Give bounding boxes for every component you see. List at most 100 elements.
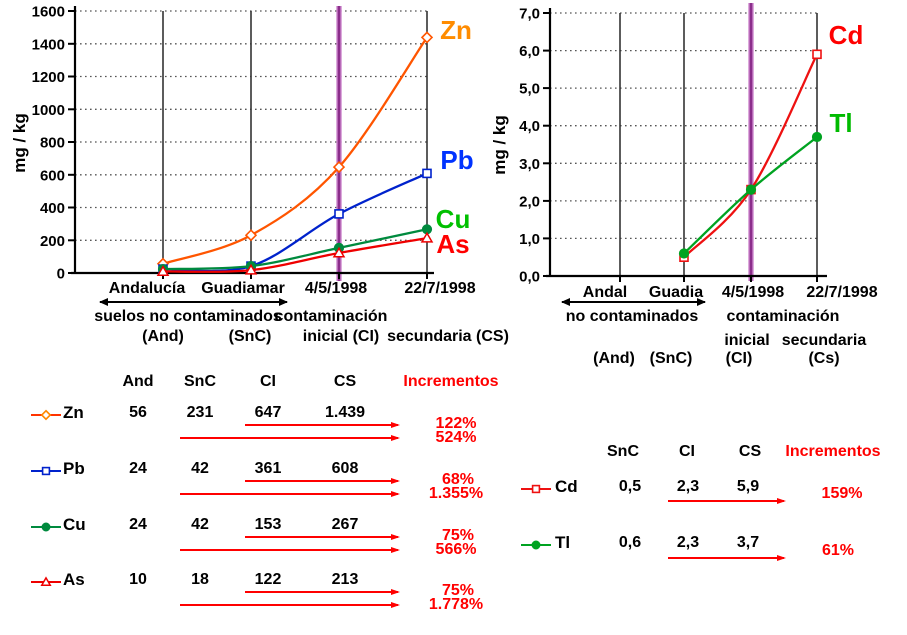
cu-and-value: 24 xyxy=(129,516,147,533)
y-tick-label: 1600 xyxy=(32,4,65,21)
zn-increment1-arrow xyxy=(245,421,400,428)
right-x-label-date2: 22/7/1998 xyxy=(806,284,878,301)
data-point-marker xyxy=(812,49,822,60)
cu-snc-value: 42 xyxy=(191,516,209,533)
y-tick-label: 7,0 xyxy=(519,6,540,23)
right-sub-snc: (SnC) xyxy=(649,350,693,367)
series-label-as: As xyxy=(436,229,470,259)
cu-increment1-arrow xyxy=(245,533,400,540)
as-snc-value: 18 xyxy=(191,571,209,588)
left-table-header-cs: CS xyxy=(333,373,357,390)
left-x-label-andalucia: Andalucía xyxy=(108,280,186,297)
data-point-marker xyxy=(40,409,52,421)
pb-cs-value: 608 xyxy=(331,460,359,477)
charts-canvas: 1600 1400 1200 1000 800 600 400 200 0 7,0 6,0 5,0 4,… xyxy=(32,3,827,286)
data-point-marker xyxy=(420,231,434,243)
series-label-zn: Zn xyxy=(440,15,472,45)
as-ci-value: 122 xyxy=(254,571,282,588)
pb-increment2: 1.355% xyxy=(428,485,484,502)
tl-cs-value: 3,7 xyxy=(736,534,760,551)
row-label-tl: Tl xyxy=(555,533,571,552)
cu-ci-value: 153 xyxy=(254,516,282,533)
row-label-pb: Pb xyxy=(63,459,85,478)
cu-increment2: 566% xyxy=(435,541,477,558)
as-cs-value: 213 xyxy=(331,571,359,588)
data-point-marker xyxy=(678,248,690,259)
zn-cs-value: 1.439 xyxy=(324,404,366,421)
y-tick-label: 600 xyxy=(40,167,65,184)
right-table-header-snc: SnC xyxy=(607,443,639,460)
left-chart: 1600 1400 1200 1000 800 600 400 200 0 xyxy=(32,4,434,283)
y-tick-label: 2,0 xyxy=(519,193,540,210)
right-sub-inicial: inicial xyxy=(724,332,770,349)
right-table-header-cs: CS xyxy=(738,443,762,460)
as-increment2: 1.778% xyxy=(428,596,484,613)
right-table-header-incrementos: Incrementos xyxy=(785,443,881,460)
legend-marker-cd xyxy=(521,482,551,496)
series-line-Cu xyxy=(162,228,428,271)
as-increment1-arrow xyxy=(245,588,400,595)
y-tick-label: 5,0 xyxy=(519,81,540,98)
series-line-Pb xyxy=(162,172,428,273)
left-group-uncontaminated: suelos no contaminados xyxy=(94,308,282,325)
series-line-Zn xyxy=(162,36,428,265)
y-tick-label: 400 xyxy=(40,200,65,217)
left-x-label-guadiamar: Guadiamar xyxy=(201,280,285,297)
right-group-contamination: contaminación xyxy=(726,308,840,325)
right-sub-cs: (Cs) xyxy=(808,350,840,367)
zn-and-value: 56 xyxy=(129,404,147,421)
right-sub-ci: (CI) xyxy=(725,350,753,367)
right-group-uncontaminated: no contaminados xyxy=(565,308,699,325)
left-table-header-and: And xyxy=(122,373,154,390)
data-point-marker xyxy=(422,168,432,179)
pb-ci-value: 361 xyxy=(254,460,282,477)
zn-increment2-arrow xyxy=(180,434,400,441)
legend-marker-as xyxy=(31,575,61,589)
left-table-header-snc: SnC xyxy=(184,373,216,390)
series-line-As xyxy=(162,236,428,273)
left-sub-snc: (SnC) xyxy=(228,328,272,345)
legend-marker-tl xyxy=(521,538,551,552)
zn-increment1: 122% xyxy=(435,415,477,432)
as-increment1: 75% xyxy=(441,582,475,599)
cd-increment-arrow xyxy=(668,497,786,504)
row-label-as: As xyxy=(63,570,85,589)
left-group-double-arrow xyxy=(99,298,288,306)
y-tick-label: 0,0 xyxy=(519,269,540,286)
data-point-marker xyxy=(745,184,757,195)
y-tick-label: 1200 xyxy=(32,69,65,86)
pb-increment2-arrow xyxy=(180,490,400,497)
as-increment2-arrow xyxy=(180,601,400,608)
left-x-label-date2: 22/7/1998 xyxy=(404,280,476,297)
right-group-double-arrow xyxy=(561,298,706,306)
data-point-marker xyxy=(531,540,541,550)
data-point-marker xyxy=(244,263,258,275)
right-sub-and: (And) xyxy=(593,350,635,367)
cd-increment: 159% xyxy=(821,485,863,502)
legend-marker-pb xyxy=(31,464,61,478)
zn-ci-value: 647 xyxy=(254,404,282,421)
right-y-axis-title: mg / kg xyxy=(490,115,509,175)
row-label-cu: Cu xyxy=(63,515,86,534)
series-label-tl: Tl xyxy=(829,108,853,138)
data-point-marker xyxy=(40,576,52,586)
tl-increment-arrow xyxy=(668,554,786,561)
data-point-marker xyxy=(41,466,51,476)
data-point-marker xyxy=(420,31,434,44)
right-chart: 7,0 6,0 5,0 4,0 3,0 2,0 1,0 0,0 xyxy=(519,3,827,286)
pb-and-value: 24 xyxy=(129,460,147,477)
right-x-label-andal: Andal xyxy=(582,284,628,301)
left-group-contamination: contaminación xyxy=(274,308,388,325)
left-sub-and: (And) xyxy=(142,328,184,345)
y-tick-label: 800 xyxy=(40,135,65,152)
right-sub-secundaria: secundaria xyxy=(781,332,867,349)
data-point-marker xyxy=(41,522,51,532)
as-and-value: 10 xyxy=(129,571,147,588)
cu-increment1: 75% xyxy=(441,527,475,544)
legend-marker-zn xyxy=(31,408,61,422)
left-table-header-incrementos: Incrementos xyxy=(403,373,499,390)
cd-snc-value: 0,5 xyxy=(618,478,642,495)
data-point-marker xyxy=(332,160,346,174)
pb-snc-value: 42 xyxy=(191,460,209,477)
y-tick-label: 3,0 xyxy=(519,156,540,173)
